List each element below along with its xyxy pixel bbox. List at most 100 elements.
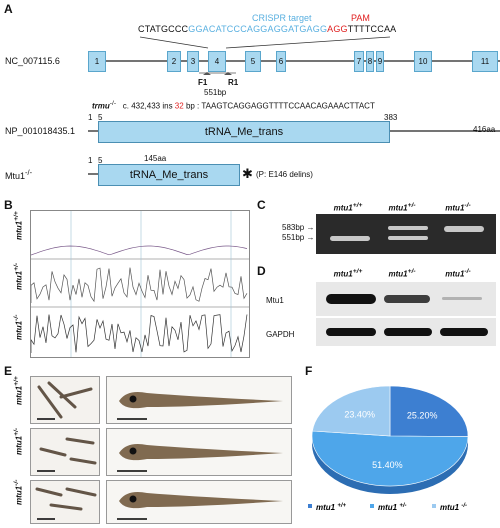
crispr-target-label: CRISPR target — [252, 13, 312, 23]
wt-pos-1: 1 — [88, 113, 93, 122]
larvae-group-wt — [30, 376, 100, 424]
band-het-551 — [388, 236, 428, 240]
exon-11: 11 — [472, 51, 498, 72]
legend-label-2: mtu1 -/- — [440, 503, 467, 512]
gene-id: NC_007115.6 — [5, 56, 60, 66]
genotype: -/- — [464, 268, 471, 275]
pie-label-0: 25.20% — [407, 411, 438, 421]
genotype: +/+ — [352, 268, 363, 275]
gene: mtu1 — [14, 385, 24, 405]
genotype: -/- — [13, 314, 20, 321]
wb-gapdh-ko — [440, 328, 488, 336]
e-row-wt: mtu1+/+ — [13, 376, 24, 405]
exon-6: 6 — [276, 51, 286, 72]
seq-pam: AGG — [327, 24, 348, 34]
gene: mtu1 — [14, 435, 24, 455]
row-label-het: mtu1+/- — [13, 263, 24, 290]
protein-id: NP_001018435.1 — [5, 126, 76, 136]
wb-lane-het: mtu1+/- — [372, 268, 432, 279]
mutation-suffix: bp : TAAGTCAGGAGGTTTTCCAACAGAAACTTACT — [185, 101, 375, 111]
gel-image — [316, 214, 496, 254]
row-label-wt: mtu1+/+ — [13, 211, 24, 240]
pie-slice-0 — [389, 385, 469, 437]
gel-lane-ko: mtu1-/- — [428, 202, 488, 213]
stop-star-icon: ✱ — [242, 166, 253, 181]
wb-mtu1-blot — [316, 282, 496, 316]
wb-row-gapdh: GAPDH — [266, 330, 295, 339]
amplicon-size: 551bp — [204, 88, 227, 97]
mutation-insert-size: 32 — [174, 101, 184, 111]
panel-label-c: C — [257, 198, 266, 212]
gene: mtu1 — [14, 320, 24, 340]
marker-583-label: 583bp — [282, 223, 305, 232]
larvae-group-het — [30, 428, 100, 476]
exon-10: 10 — [414, 51, 432, 72]
pie-slice-2 — [312, 385, 391, 437]
mutation-prefix: c. 432,433 ins — [122, 101, 173, 111]
wb-gapdh-wt — [326, 328, 376, 336]
primer-f1: F1 — [198, 78, 208, 87]
legend-label-0: mtu1 +/+ — [316, 503, 347, 512]
mutation-description: trmu-/- c. 432,433 ins 32 bp : TAAGTCAGG… — [92, 100, 375, 111]
larva-single-het — [106, 428, 292, 476]
chromatogram-traces — [30, 211, 249, 357]
panel-label-e: E — [4, 364, 13, 378]
gene: mtu1 — [333, 269, 353, 279]
genotype: +/- — [407, 202, 416, 209]
exon-2: 2 — [167, 51, 181, 72]
exon-7: 7 — [354, 51, 364, 72]
pie-label-1: 51.40% — [372, 460, 403, 470]
pie-label-2: 23.40% — [344, 410, 375, 420]
mut-pos-5: 5 — [98, 156, 103, 165]
band-ko-583 — [444, 226, 484, 232]
legend-swatch-0 — [308, 504, 312, 508]
mut-protein-name: Mtu1 — [5, 171, 26, 181]
gene: mtu1 — [445, 269, 465, 279]
panel-label-b: B — [4, 198, 13, 212]
exon-9: 9 — [376, 51, 384, 72]
chromatogram-panel — [30, 210, 250, 358]
exon-4: 4 — [208, 51, 226, 72]
genotype: +/- — [13, 427, 20, 436]
wb-row-mtu1: Mtu1 — [266, 296, 284, 305]
gene: mtu1 — [445, 203, 465, 213]
pie-slice-1 — [311, 430, 469, 487]
band-wt-551 — [330, 236, 370, 241]
primer-r1: R1 — [228, 78, 239, 87]
seq-suffix: TTTTCCAA — [347, 24, 397, 34]
wt-domain: tRNA_Me_trans — [98, 121, 390, 143]
exon-8: 8 — [366, 51, 374, 72]
gene: mtu1 — [14, 485, 24, 505]
wb-mtu1-ko — [442, 297, 482, 300]
wt-pos-5: 5 — [98, 113, 103, 122]
gene: mtu1 — [333, 203, 353, 213]
wb-gapdh-blot — [316, 318, 496, 346]
legend-label-1: mtu1 +/- — [378, 503, 407, 512]
wt-domain-end: 383 — [384, 113, 398, 122]
wt-length: 416aa — [473, 125, 496, 134]
marker-551: 551bp → — [282, 233, 315, 242]
e-row-het: mtu1+/- — [13, 428, 24, 455]
legend-swatch-1 — [370, 504, 374, 508]
legend-swatch-2 — [432, 504, 436, 508]
mut-pos-1: 1 — [88, 156, 93, 165]
wb-gapdh-het — [384, 328, 432, 336]
gene: mtu1 — [14, 270, 24, 290]
e-row-ko: mtu1-/- — [13, 480, 24, 505]
larva-single-wt — [106, 376, 292, 424]
gel-lane-het: mtu1+/- — [372, 202, 432, 213]
genotype: -/- — [464, 202, 471, 209]
marker-551-label: 551bp — [282, 233, 305, 242]
exon-3: 3 — [187, 51, 199, 72]
genotype: -/- — [13, 479, 20, 486]
marker-583: 583bp → — [282, 223, 315, 232]
gene: mtu1 — [388, 269, 408, 279]
pie-chart: 25.20% 51.40% 23.40% mtu1 +/+ mtu1 +/- mtu1 -… — [308, 385, 469, 512]
panel-label-d: D — [257, 264, 266, 278]
seq-crispr: GGACATCCCAGGAGGATGAGG — [188, 24, 328, 34]
wb-lane-wt: mtu1+/+ — [318, 268, 378, 279]
exon-5: 5 — [245, 51, 261, 72]
mutant-gene: trmu — [92, 101, 110, 111]
pam-label: PAM — [351, 13, 370, 23]
mutation-note: (P: E146 delins) — [256, 170, 313, 179]
